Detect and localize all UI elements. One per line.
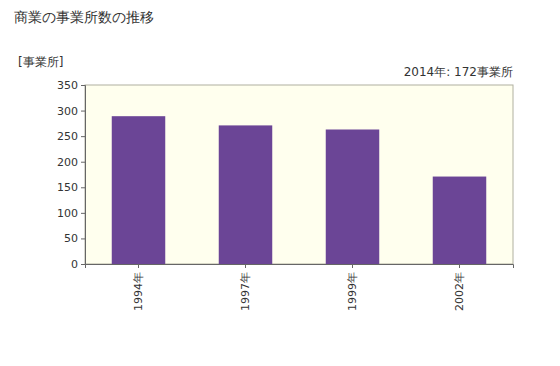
y-tick: 200 xyxy=(57,156,85,169)
plot-background xyxy=(85,85,513,264)
y-tick-mark xyxy=(81,187,85,188)
y-axis-label: [事業所] xyxy=(18,55,63,69)
y-tick-label: 350 xyxy=(57,79,78,92)
y-tick: 300 xyxy=(57,105,85,118)
x-axis-line xyxy=(86,265,514,269)
x-tick-mark xyxy=(245,264,246,268)
bar xyxy=(433,177,487,264)
x-tick: 1994年 xyxy=(132,264,145,311)
title: 商業の事業所数の推移 xyxy=(14,9,154,25)
y-tick-mark xyxy=(81,85,85,86)
y-tick: 350 xyxy=(57,79,85,92)
y-tick-mark xyxy=(81,111,85,112)
x-tick: 1997年 xyxy=(239,264,252,311)
y-tick-mark xyxy=(81,162,85,163)
x-tick-mark xyxy=(352,264,353,268)
y-tick-label: 100 xyxy=(57,207,78,220)
y-tick: 50 xyxy=(64,232,85,245)
x-tick: 2002年 xyxy=(453,264,466,311)
x-tick-mark xyxy=(138,264,139,268)
y-tick-mark xyxy=(81,238,85,239)
y-tick-label: 300 xyxy=(57,105,78,118)
annotation: 2014年: 172事業所 xyxy=(404,65,513,79)
x-tick-label: 2002年 xyxy=(453,272,466,311)
y-tick-mark xyxy=(81,264,85,265)
chart: 商業の事業所数の推移 [事業所] 2014年: 172事業所 0 50 100 150 200… xyxy=(0,0,560,366)
x-tick-label: 1999年 xyxy=(346,272,359,311)
y-tick-label: 50 xyxy=(64,232,78,245)
bar xyxy=(219,125,273,264)
x-tick-mark xyxy=(459,264,460,268)
y-tick-label: 200 xyxy=(57,156,78,169)
y-tick-label: 0 xyxy=(71,258,78,271)
x-axis: 1994年 1997年 1999年 2002年 xyxy=(86,264,514,311)
y-tick-mark xyxy=(81,213,85,214)
y-tick: 150 xyxy=(57,181,85,194)
bars xyxy=(112,116,487,264)
y-tick: 0 xyxy=(71,258,85,271)
y-tick: 100 xyxy=(57,207,85,220)
bar xyxy=(326,129,380,264)
y-tick: 250 xyxy=(57,130,85,143)
x-tick-label: 1994年 xyxy=(132,272,145,311)
y-tick-label: 250 xyxy=(57,130,78,143)
x-tick-label: 1997年 xyxy=(239,272,252,311)
x-tick: 1999年 xyxy=(346,264,359,311)
plot: 0 50 100 150 200 250 300 350 1994年 1997年 1999年 2002… xyxy=(57,79,514,311)
y-tick-mark xyxy=(81,136,85,137)
y-axis-line xyxy=(81,86,86,265)
y-axis: 0 50 100 150 200 250 300 350 xyxy=(57,79,86,271)
bar xyxy=(112,116,166,264)
y-tick-label: 150 xyxy=(57,181,78,194)
